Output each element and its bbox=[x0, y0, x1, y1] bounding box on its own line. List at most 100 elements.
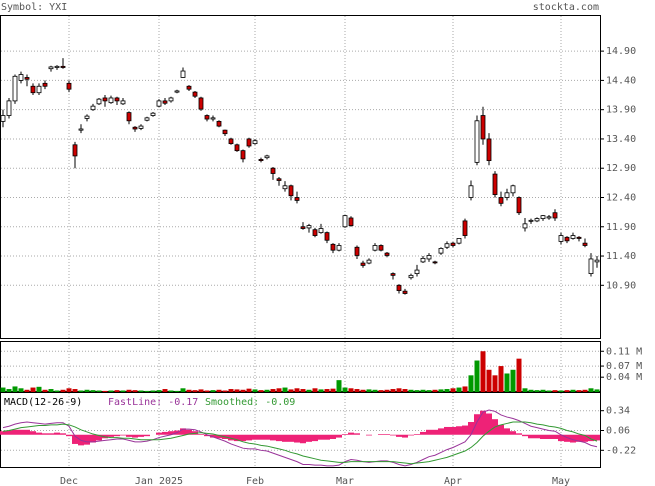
volume-bar bbox=[330, 388, 336, 392]
candle-body bbox=[246, 138, 252, 147]
y-tick-label: 12.90 bbox=[606, 163, 636, 174]
candle-body bbox=[294, 197, 300, 201]
y-tick-label: -0.22 bbox=[606, 445, 636, 456]
macd-histogram-bar bbox=[546, 434, 552, 439]
candle-body bbox=[150, 112, 156, 116]
volume-bar bbox=[36, 386, 42, 392]
volume-bar bbox=[492, 375, 498, 392]
candle-body bbox=[426, 255, 432, 260]
candle-body bbox=[12, 75, 18, 102]
candle-body bbox=[360, 262, 366, 266]
volume-bar bbox=[246, 388, 252, 392]
volume-bar bbox=[348, 388, 354, 392]
volume-bar bbox=[564, 390, 570, 392]
macd-histogram-bar bbox=[576, 434, 582, 442]
candle-body bbox=[576, 236, 582, 239]
volume-bar bbox=[456, 387, 462, 392]
candle-body bbox=[372, 245, 378, 251]
macd-histogram-bar bbox=[552, 434, 558, 439]
macd-histogram-bar bbox=[528, 434, 534, 439]
marks: Dec Jan 2025 Feb Mar Apr May 10.90 11.40 11.90 12… bbox=[0, 16, 642, 486]
candle-body bbox=[252, 140, 258, 145]
volume-bar bbox=[186, 389, 192, 392]
legend-entry: FastLine: -0.17 bbox=[108, 397, 198, 408]
volume-bar bbox=[258, 390, 264, 392]
candle-body bbox=[510, 185, 516, 194]
volume-bar bbox=[516, 358, 522, 392]
macd-histogram-bar bbox=[414, 434, 420, 435]
macd-histogram-bar bbox=[0, 431, 6, 435]
candle-body bbox=[60, 65, 66, 68]
candle-body bbox=[318, 228, 324, 234]
symbol-label: Symbol: YXI bbox=[1, 2, 67, 13]
volume-bar bbox=[336, 380, 342, 392]
candle-body bbox=[456, 238, 462, 244]
macd-histogram-bar bbox=[384, 434, 390, 435]
candle-body bbox=[432, 261, 438, 264]
candle-body bbox=[492, 173, 498, 195]
volume-bar bbox=[342, 387, 348, 392]
candle-body bbox=[396, 284, 402, 291]
volume-bar bbox=[528, 389, 534, 392]
legend-entry: Smoothed: -0.09 bbox=[205, 397, 295, 408]
candle-body bbox=[540, 215, 546, 219]
candle-body bbox=[168, 97, 174, 102]
macd-histogram-bar bbox=[162, 431, 168, 435]
volume-bar bbox=[450, 388, 456, 392]
candle-body bbox=[78, 128, 84, 131]
candle-body bbox=[588, 258, 594, 274]
macd-histogram-bar bbox=[216, 434, 222, 439]
volume-bar bbox=[204, 390, 210, 392]
volume-bar bbox=[0, 387, 6, 392]
x-tick-label: Feb bbox=[246, 476, 264, 486]
candle-body bbox=[546, 216, 552, 219]
macd-histogram-bar bbox=[582, 434, 588, 442]
macd-histogram-bar bbox=[540, 434, 546, 439]
volume-bar bbox=[588, 388, 594, 392]
macd-histogram-bar bbox=[396, 434, 402, 437]
volume-bar bbox=[294, 388, 300, 392]
candle-body bbox=[186, 85, 192, 90]
volume-bar bbox=[390, 389, 396, 392]
candle-body bbox=[486, 138, 492, 162]
candle-body bbox=[378, 245, 384, 251]
volume-bar bbox=[282, 387, 288, 392]
candle-body bbox=[480, 115, 486, 140]
macd-histogram-bar bbox=[402, 434, 408, 438]
candle-body bbox=[258, 159, 264, 162]
candle-body bbox=[330, 243, 336, 251]
volume-bar bbox=[150, 390, 156, 392]
volume-bar bbox=[408, 389, 414, 392]
macd-histogram-bar bbox=[522, 434, 528, 437]
volume-bar bbox=[576, 390, 582, 392]
y-tick-label: 0.06 bbox=[606, 426, 630, 437]
macd-histogram-bar bbox=[42, 433, 48, 435]
x-tick-label: May bbox=[552, 476, 570, 486]
volume-bar bbox=[102, 390, 108, 392]
candle-body bbox=[474, 120, 480, 163]
candle-body bbox=[240, 150, 246, 160]
volume-bar bbox=[522, 388, 528, 392]
volume-bar bbox=[18, 388, 24, 392]
macd-line bbox=[2, 409, 598, 467]
candle-body bbox=[162, 100, 168, 104]
candle-body bbox=[18, 74, 24, 81]
candle-body bbox=[216, 120, 222, 127]
macd-histogram-bar bbox=[348, 432, 354, 435]
candle-body bbox=[534, 218, 540, 222]
candle-body bbox=[312, 229, 318, 236]
macd-histogram-bar bbox=[474, 414, 480, 435]
y-tick-label: 0.04 M bbox=[606, 372, 642, 383]
macd-histogram-bar bbox=[420, 431, 426, 435]
macd-histogram-bar bbox=[252, 434, 258, 440]
macd-histogram-bar bbox=[294, 434, 300, 443]
volume-bar bbox=[210, 390, 216, 392]
candle-body bbox=[120, 100, 126, 105]
volume-bar bbox=[270, 389, 276, 392]
volume-bar bbox=[552, 390, 558, 392]
y-tick-label: 10.90 bbox=[606, 280, 636, 291]
candle-body bbox=[450, 242, 456, 246]
candle-body bbox=[414, 269, 420, 275]
candle-body bbox=[234, 144, 240, 152]
